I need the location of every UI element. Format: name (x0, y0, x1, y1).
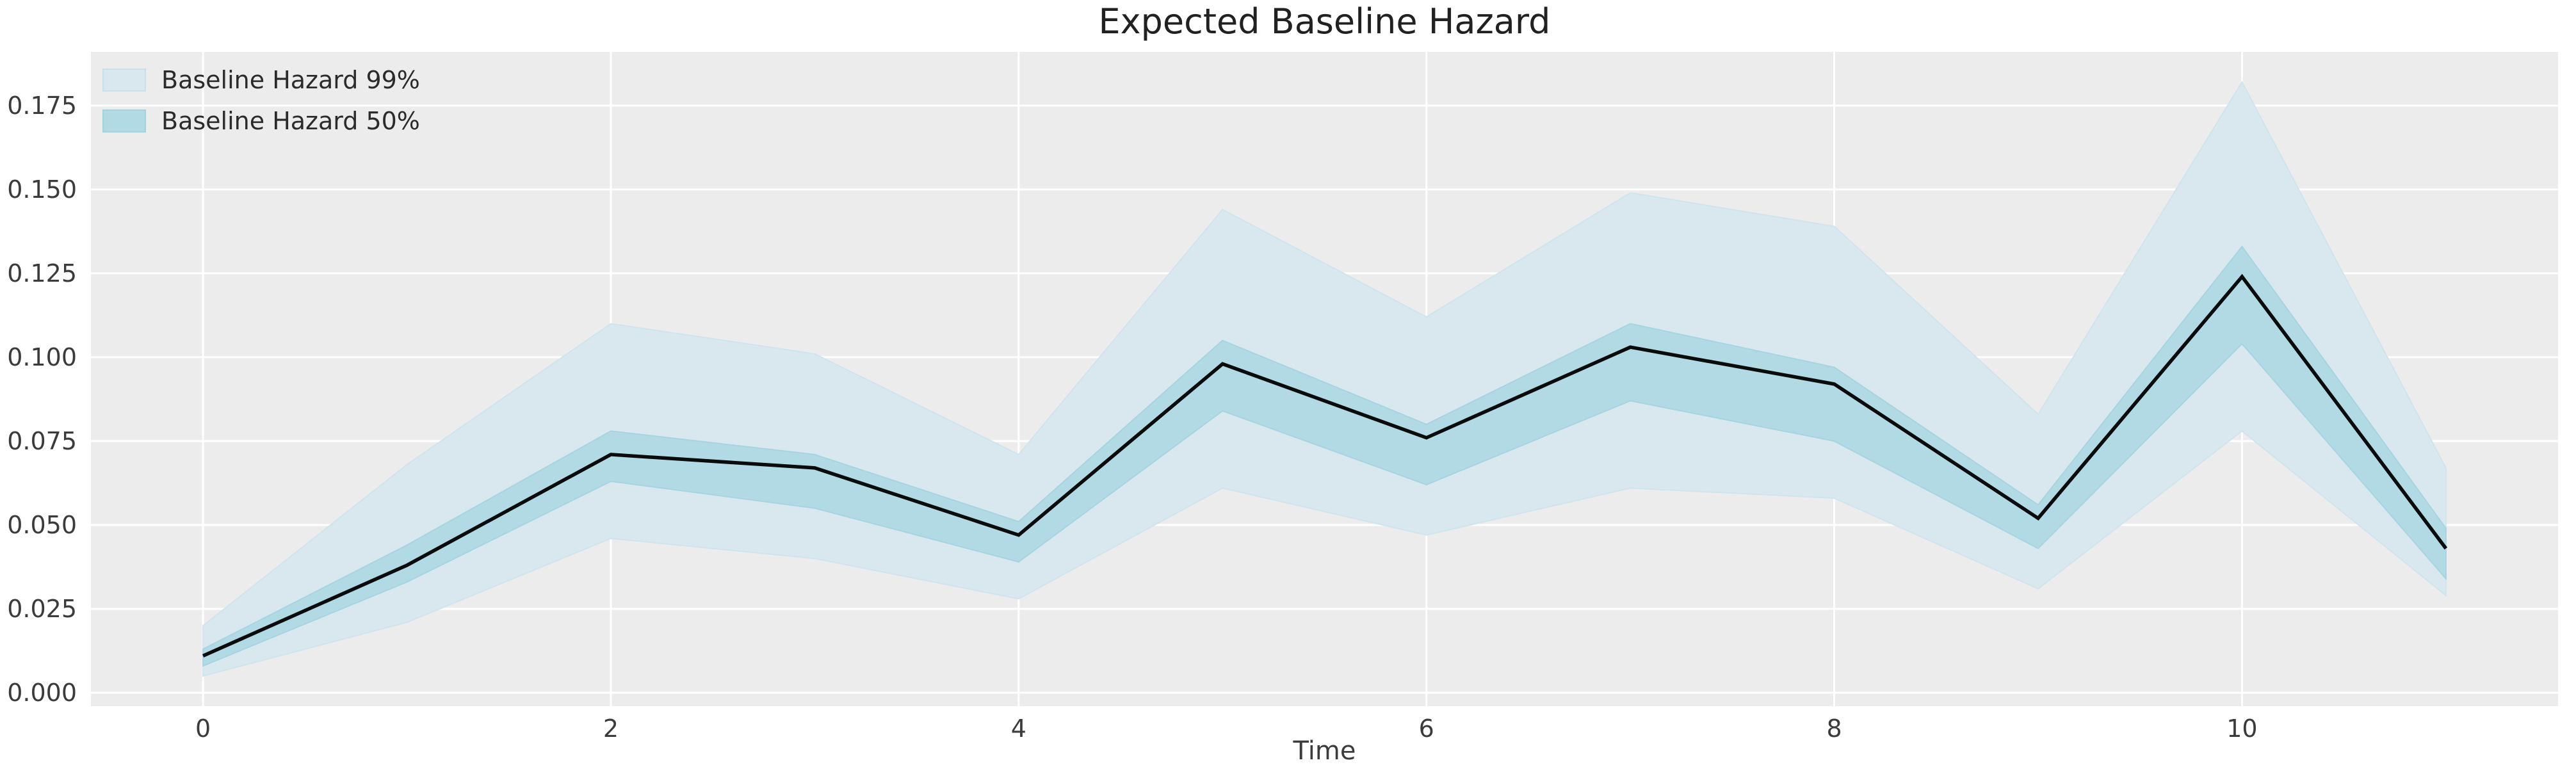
y-tick-label: 0.150 (7, 175, 77, 204)
mean-hazard-line (202, 273, 2448, 658)
y-tick-label: 0.025 (7, 595, 77, 623)
x-tick-label: 6 (1419, 714, 1434, 743)
y-tick-label: 0.075 (7, 427, 77, 455)
legend-swatch-99-icon (102, 69, 146, 92)
y-tick-label: 0.125 (7, 259, 77, 287)
x-axis-label: Time (1293, 736, 1356, 766)
legend-label-50: Baseline Hazard 50% (161, 107, 420, 135)
y-tick-label: 0.000 (7, 679, 77, 707)
x-tick-label: 10 (2226, 714, 2257, 743)
x-tick-label: 4 (1011, 714, 1026, 743)
x-tick-label: 2 (603, 714, 619, 743)
legend-swatch-50-icon (102, 109, 146, 133)
y-tick-label: 0.100 (7, 343, 77, 371)
legend-label-99: Baseline Hazard 99% (161, 66, 420, 94)
y-tick-label: 0.050 (7, 511, 77, 539)
legend-entry-99: Baseline Hazard 99% (102, 68, 420, 92)
legend: Baseline Hazard 99% Baseline Hazard 50% (102, 68, 420, 133)
x-tick-label: 0 (195, 714, 211, 743)
band-99 (202, 81, 2447, 677)
y-tick-label: 0.175 (7, 92, 77, 120)
x-tick-label: 8 (1826, 714, 1842, 743)
legend-entry-50: Baseline Hazard 50% (102, 109, 420, 133)
chart-title: Expected Baseline Hazard (1098, 1, 1551, 42)
